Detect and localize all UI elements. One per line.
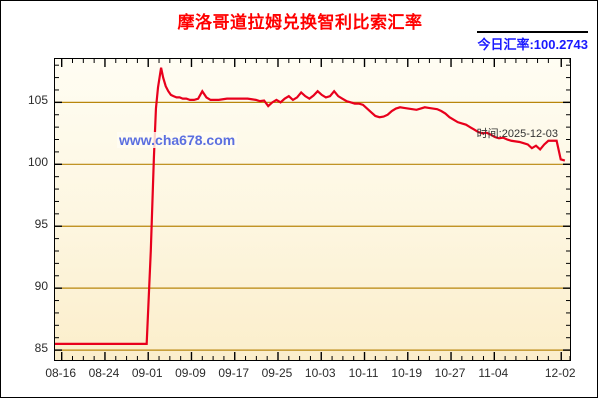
gridlines <box>55 101 570 351</box>
x-axis-ticks <box>60 352 570 360</box>
x-axis-tick-label: 09-25 <box>261 366 293 380</box>
x-axis-tick-label: 10-11 <box>348 366 379 380</box>
top-axis-ticks <box>60 59 570 67</box>
right-axis-ticks <box>563 64 570 351</box>
timestamp-label: 时间:2025-12-03 <box>476 128 558 140</box>
x-axis-tick-label: 11-04 <box>478 366 509 380</box>
line-chart-svg <box>55 59 570 360</box>
today-rate-label: 今日汇率:100.2743 <box>477 37 588 52</box>
x-axis-tick-label: 12-02 <box>544 366 576 380</box>
exchange-rate-line <box>55 67 566 345</box>
x-axis-tick-label: 10-03 <box>304 366 336 380</box>
x-axis-tick-label: 10-19 <box>391 366 423 380</box>
x-axis-tick-label: 08-24 <box>88 366 120 380</box>
page-title: 摩洛哥道拉姆兑换智利比索汇率 <box>177 13 423 32</box>
plot-area: www.cha678.com 时间:2025-12-03 <box>54 58 571 361</box>
rate-underline <box>477 31 588 33</box>
y-axis-tick-label: 95 <box>34 217 48 232</box>
y-axis-tick-label: 85 <box>34 341 48 356</box>
today-rate-badge: 今日汇率:100.2743 <box>477 31 588 53</box>
x-axis-tick-label: 09-01 <box>131 366 163 380</box>
x-axis-tick-label: 09-09 <box>175 366 206 380</box>
y-axis-tick-label: 100 <box>27 155 48 170</box>
y-axis-tick-label: 105 <box>27 93 48 108</box>
x-axis-tick-label: 10-27 <box>434 366 466 380</box>
x-axis-tick-label: 09-17 <box>218 366 250 380</box>
x-axis-tick-label: 08-16 <box>45 366 77 380</box>
site-watermark: www.cha678.com <box>117 132 238 148</box>
y-axis-tick-label: 90 <box>34 279 48 294</box>
y-axis-ticks <box>55 64 62 351</box>
